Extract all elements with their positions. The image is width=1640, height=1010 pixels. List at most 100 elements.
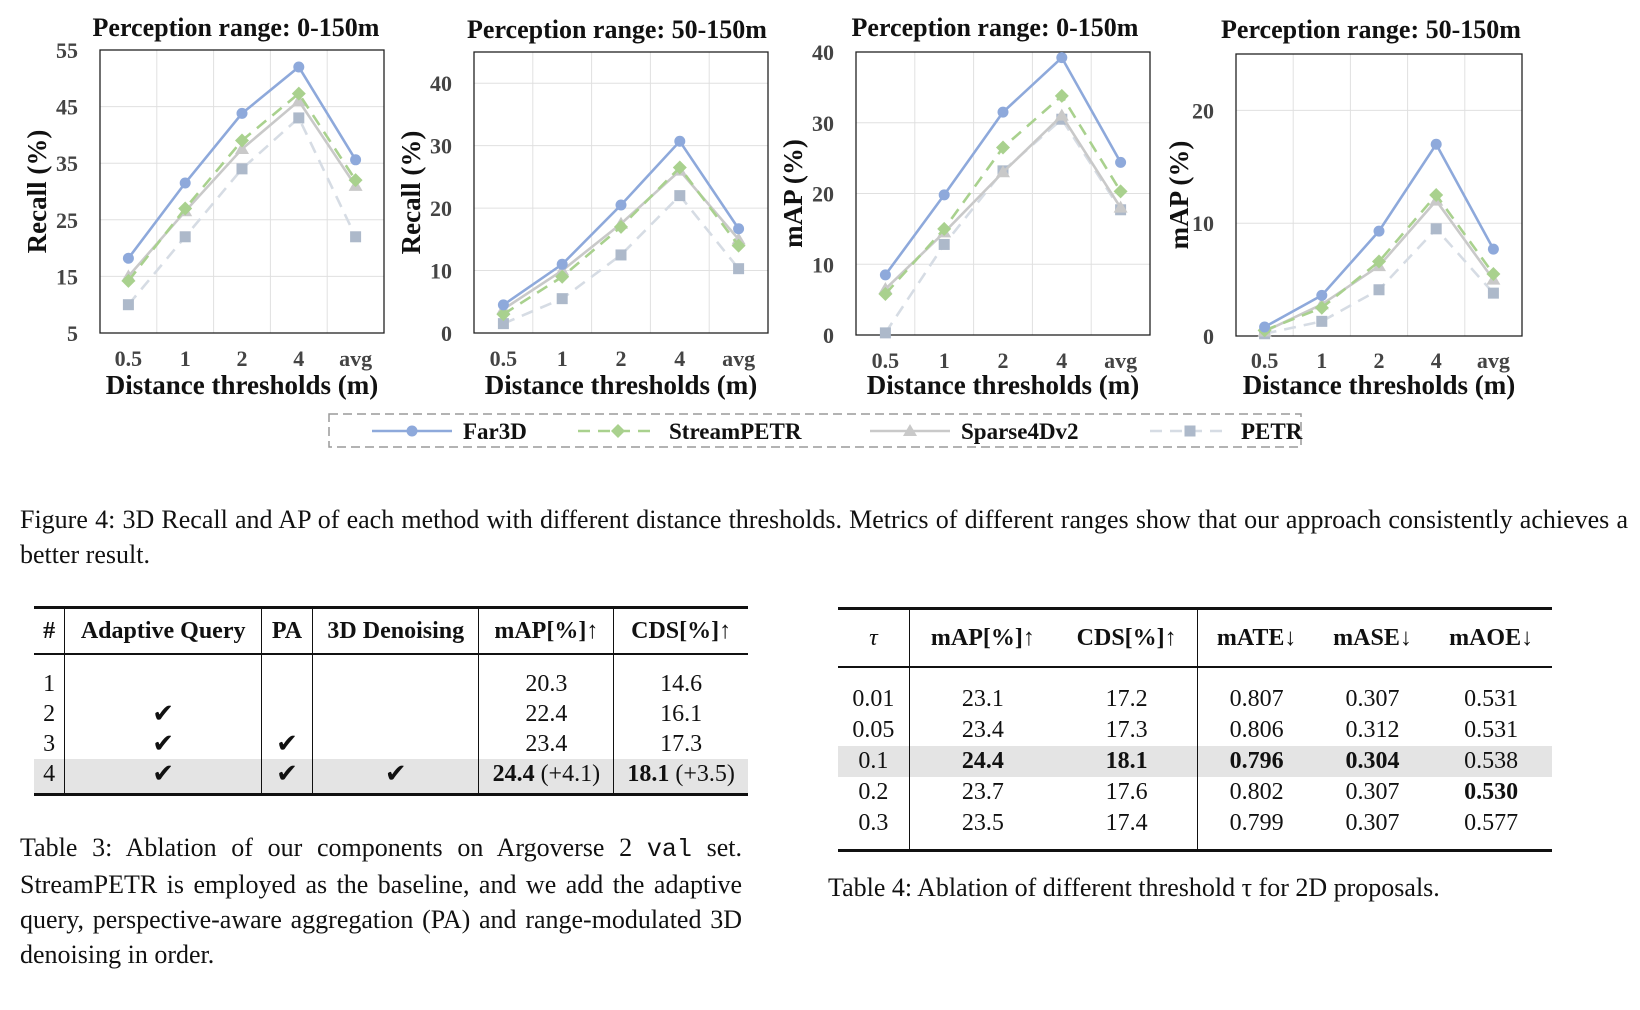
y-tick-label: 20: [1192, 98, 1214, 123]
table-4: τ mAP[%]↑ CDS[%]↑ mATE↓ mASE↓ mAOE↓ 0.01…: [838, 607, 1552, 852]
table-3-caption-code: val: [646, 835, 692, 864]
series-far3d: [879, 52, 1127, 281]
map-value: 23.4: [525, 730, 568, 757]
series-streampetr: [496, 160, 746, 322]
series-line: [127, 99, 357, 278]
data-point: [1487, 243, 1499, 255]
y-tick-label: 20: [430, 196, 452, 221]
plot-frame: [855, 51, 1151, 336]
table-row: 0.2 23.7 17.6 0.802 0.307 0.530: [838, 777, 1552, 808]
col-header-tau: τ: [838, 608, 910, 668]
y-tick-label: 0: [823, 323, 834, 348]
y-tick-label: 25: [56, 208, 78, 233]
y-tick-label: 40: [812, 40, 834, 65]
x-tick-label: 1: [180, 346, 191, 371]
table-3-caption: Table 3: Ablation of our components on A…: [20, 830, 742, 972]
x-tick-label: avg: [339, 346, 372, 371]
mate-cell: 0.796: [1197, 746, 1315, 777]
col-header-mate: mATE↓: [1197, 608, 1315, 668]
data-point: [122, 252, 134, 264]
data-point: [496, 307, 511, 322]
check-cell: ✔: [260, 729, 313, 759]
map-cell: 23.4: [908, 715, 1056, 746]
col-header-id: #: [34, 607, 65, 655]
chart-title: Perception range: 50-150m: [467, 15, 767, 44]
x-tick-label: 2: [237, 346, 248, 371]
y-tick-label: 35: [56, 151, 78, 176]
data-point: [879, 269, 891, 281]
data-point: [733, 223, 745, 235]
series-line: [127, 91, 357, 282]
x-tick-label: avg: [1477, 348, 1510, 373]
x-tick-label: 0.5: [115, 346, 143, 371]
legend-marker: [1184, 425, 1196, 437]
check-cell: [312, 699, 479, 729]
legend-marker: [611, 424, 625, 438]
x-tick-label: 1: [557, 346, 568, 371]
cds-cell: 14.6: [613, 654, 748, 699]
series-petr: [122, 112, 362, 311]
table-row: 2 ✔ 22.4 16.1: [34, 699, 748, 729]
map-value: 20.3: [525, 670, 568, 697]
cds-delta: (+3.5): [669, 760, 735, 787]
map-cell: 24.4: [908, 746, 1056, 777]
cds-value: 18.1: [627, 760, 670, 787]
x-tick-label: 4: [674, 346, 685, 371]
table-3-caption-pre: Table 3: Ablation of our components on A…: [20, 833, 647, 862]
legend-label: PETR: [1241, 419, 1303, 444]
data-point: [179, 231, 191, 243]
data-point: [938, 189, 950, 201]
x-tick-label: avg: [1104, 348, 1137, 373]
maoe-cell: 0.577: [1464, 810, 1519, 836]
data-point: [674, 190, 686, 202]
map-cell: 22.4: [478, 699, 614, 729]
series-line: [502, 165, 740, 316]
data-point: [1487, 287, 1499, 299]
chart-legend: Far3D StreamPETR Sparse4Dv2 PETR: [328, 413, 1303, 448]
data-point: [1430, 223, 1442, 235]
data-point: [1113, 184, 1128, 199]
data-point: [1115, 156, 1127, 168]
table-row: 3 ✔ ✔ 23.4 17.3: [34, 729, 748, 759]
series-streampetr: [121, 86, 363, 288]
cds-cell: 17.3: [1105, 717, 1148, 743]
data-point: [178, 201, 193, 216]
series-far3d: [122, 61, 362, 264]
y-tick-label: 45: [56, 95, 78, 120]
data-point: [997, 106, 1009, 118]
series-far3d: [1259, 138, 1499, 333]
mate-cell: 0.807: [1197, 667, 1315, 715]
check-cell: [312, 729, 479, 759]
data-point: [497, 318, 509, 330]
check-cell: ✔: [260, 759, 313, 795]
x-tick-label: 4: [1056, 348, 1067, 373]
chart-2: 0 10 20 30 40 0.5 1 2 4 avg Perception range: 50-1…: [396, 15, 769, 400]
data-point: [937, 221, 952, 236]
maoe-cell: 0.531: [1464, 717, 1519, 743]
data-point: [350, 154, 362, 166]
col-header-map: mAP[%]↑: [908, 608, 1056, 668]
tau-cell: 0.3: [858, 810, 889, 836]
data-point: [556, 293, 568, 305]
chart-title: Perception range: 50-150m: [1221, 15, 1521, 44]
data-point: [121, 273, 136, 288]
series-line: [1264, 192, 1495, 332]
col-header-map: mAP[%]↑: [478, 607, 614, 655]
data-point: [878, 286, 893, 301]
y-tick-label: 0: [441, 321, 452, 346]
table-3: # Adaptive Query PA 3D Denoising mAP[%]↑…: [34, 606, 748, 796]
check-cell: [64, 654, 262, 699]
series-sparse4dv2: [121, 93, 363, 282]
data-point: [1373, 284, 1385, 296]
cds-value: 17.3: [660, 730, 703, 757]
plot-frame: [99, 49, 385, 334]
data-point: [556, 258, 568, 270]
mase-cell: 0.307: [1345, 779, 1400, 805]
tau-cell: 0.01: [852, 686, 895, 712]
mase-cell: 0.307: [1345, 810, 1400, 836]
mate-cell: 0.802: [1197, 777, 1315, 808]
x-tick-label: 4: [293, 346, 304, 371]
data-point: [122, 299, 134, 311]
x-axis-label: Distance thresholds (m): [867, 370, 1140, 400]
chart-4: 0 10 20 0.5 1 2 4 avg Perception range: 50-150m D…: [1164, 15, 1523, 400]
